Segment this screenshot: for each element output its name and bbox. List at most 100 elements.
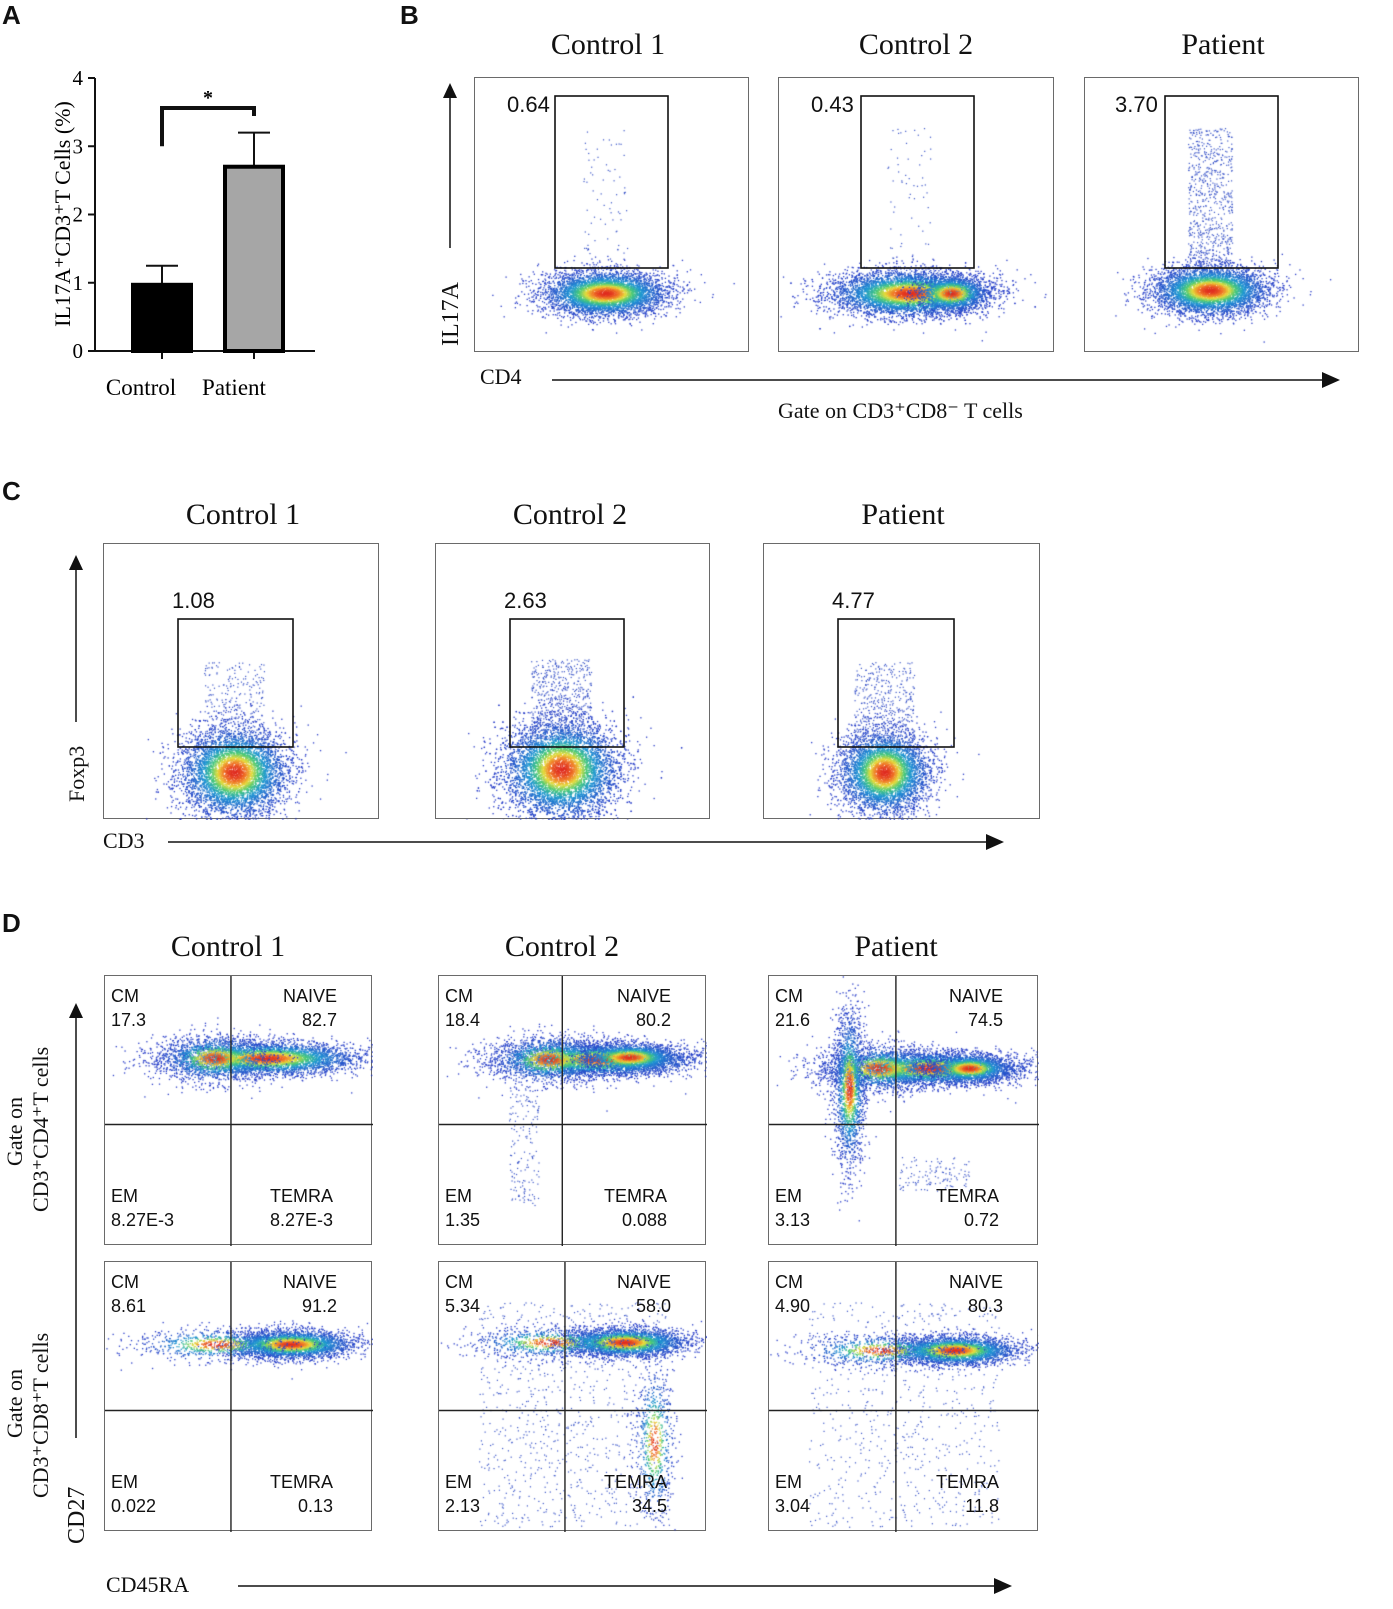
d-quadrant-naive-name: NAIVE	[282, 1272, 337, 1292]
d-quadrant-naive-value: 58.0	[635, 1296, 671, 1316]
d-quadrant-em-label: EM 3.13	[775, 1184, 810, 1232]
d-quadrant-naive-label: NAIVE 58.0	[617, 1270, 671, 1318]
d-quadrant-temra-label: TEMRA 0.088	[604, 1184, 667, 1232]
d-quadrant-cm-value: 5.34	[445, 1296, 481, 1316]
c-density-control-2	[436, 544, 711, 820]
d-quadrant-cm-value: 17.3	[111, 1010, 147, 1030]
d-quadrant-em-label: EM 2.13	[445, 1470, 480, 1518]
b-gate-value-control-1: 0.64	[507, 92, 550, 117]
d-quadrant-naive-name: NAIVE	[948, 986, 1003, 1006]
bar-y-tick-label: 2	[73, 203, 84, 227]
d-density-cd8-control-2	[439, 1262, 707, 1532]
panel-letter-a: A	[2, 0, 21, 30]
d-plot-cd8-control-2: CM 5.34 NAIVE 58.0 EM 2.13 TEMRA 34.5	[438, 1261, 707, 1532]
c-gate-value-control-1: 1.08	[172, 588, 215, 613]
d-plot-cd4-control-1: CM 17.3 NAIVE 82.7 EM 8.27E-3 TEMRA 8.27E-3	[104, 975, 373, 1246]
d-quadrant-em-name: EM	[775, 1186, 802, 1206]
b-gate-control-2	[860, 95, 975, 269]
d-quadrant-naive-value: 91.2	[301, 1296, 337, 1316]
d-quadrant-temra-value: 0.088	[621, 1210, 667, 1230]
d-quadrant-temra-name: TEMRA	[270, 1472, 333, 1492]
b-gate-control-1	[554, 95, 669, 269]
d-quadrant-temra-label: TEMRA 0.13	[270, 1470, 333, 1518]
b-gate-footer: Gate on CD3⁺CD8⁻ T cells	[778, 398, 1023, 423]
c-title-patient: Patient	[861, 498, 945, 531]
c-title-control-1: Control 1	[185, 498, 301, 531]
d-quadrant-cm-name: CM	[445, 986, 473, 1006]
d-quadrant-temra-label: TEMRA 0.72	[936, 1184, 999, 1232]
panel-letter-c: C	[2, 476, 21, 506]
d-quadrant-temra-label: TEMRA 34.5	[604, 1470, 667, 1518]
d-quadrant-temra-value: 34.5	[631, 1496, 667, 1516]
d-quadrant-em-name: EM	[111, 1186, 138, 1206]
b-gate-patient	[1164, 95, 1279, 269]
d-quadrant-em-value: 3.13	[775, 1210, 811, 1230]
c-density-control-1	[104, 544, 380, 820]
d-quadrant-naive-value: 74.5	[967, 1010, 1003, 1030]
b-plot-control-2: 0.43	[778, 77, 1055, 353]
d-quadrant-em-value: 2.13	[445, 1496, 481, 1516]
d-quadrant-temra-value: 0.13	[297, 1496, 333, 1516]
d-quadrant-em-label: EM 1.35	[445, 1184, 480, 1232]
d-quadrant-naive-label: NAIVE 91.2	[283, 1270, 337, 1318]
d-quadrant-naive-label: NAIVE 80.2	[617, 984, 671, 1032]
b-gate-value-control-2: 0.43	[811, 92, 854, 117]
d-row-label-cd4-line2: CD3⁺CD4⁺T cells	[28, 1046, 53, 1212]
d-title-control-2: Control 2	[504, 930, 620, 963]
bar-control	[131, 282, 193, 353]
d-quadrant-naive-name: NAIVE	[616, 1272, 671, 1292]
b-plot-patient: 3.70	[1084, 77, 1360, 353]
d-plot-cd8-control-1: CM 8.61 NAIVE 91.2 EM 0.022 TEMRA 0.13	[104, 1261, 373, 1532]
d-quadrant-em-name: EM	[445, 1472, 472, 1492]
d-density-cd4-control-1	[105, 976, 373, 1246]
significance-bracket	[160, 106, 256, 147]
b-title-patient: Patient	[1181, 28, 1265, 61]
b-y-axis-label: IL17A	[438, 282, 464, 346]
c-gate-control-2	[509, 618, 625, 748]
d-quadrant-naive-label: NAIVE 74.5	[949, 984, 1003, 1032]
d-y-arrow	[69, 1003, 83, 1438]
bar-y-tick-label: 1	[73, 271, 84, 295]
d-quadrant-temra-label: TEMRA 8.27E-3	[270, 1184, 333, 1232]
d-title-patient: Patient	[854, 930, 938, 963]
b-density-control-2	[779, 78, 1055, 353]
c-gate-value-control-2: 2.63	[504, 588, 547, 613]
d-quadrant-temra-value: 11.8	[965, 1496, 999, 1516]
d-quadrant-em-value: 8.27E-3	[111, 1210, 175, 1230]
d-quadrant-cm-label: CM 21.6	[775, 984, 810, 1032]
d-quadrant-naive-value: 80.3	[967, 1296, 1003, 1316]
d-row-label-cd8-line1: Gate on	[2, 1368, 27, 1438]
bar-x-label-control: Control	[106, 375, 176, 400]
bar-y-tick-label: 3	[73, 134, 84, 158]
b-density-control-1	[475, 78, 750, 353]
d-quadrant-naive-value: 80.2	[635, 1010, 671, 1030]
b-title-control-1: Control 1	[550, 28, 666, 61]
c-y-axis-label: Foxp3	[64, 745, 89, 802]
significance-star: *	[203, 87, 213, 109]
d-x-axis-label: CD45RA	[106, 1572, 190, 1597]
bar-marks: *	[131, 87, 285, 353]
d-quadrant-temra-name: TEMRA	[936, 1472, 999, 1492]
b-y-arrow	[443, 83, 457, 248]
c-x-axis-label: CD3	[103, 828, 145, 853]
bar-y-axis-label: IL17A⁺CD3⁺T Cells (%)	[50, 101, 75, 327]
bar-axes: 0 1 2 3 4 Control Patient	[73, 66, 315, 400]
bar-y-tick-label: 4	[73, 66, 84, 90]
d-quadrant-temra-name: TEMRA	[604, 1186, 667, 1206]
d-quadrant-naive-label: NAIVE 82.7	[283, 984, 337, 1032]
d-quadrant-naive-label: NAIVE 80.3	[949, 1270, 1003, 1318]
c-title-control-2: Control 2	[512, 498, 628, 531]
d-plot-cd8-patient: CM 4.90 NAIVE 80.3 EM 3.04 TEMRA 11.8	[768, 1261, 1039, 1532]
bar-chart-a: 0 1 2 3 4 Control Patient * IL17A⁺CD3⁺T Cells …	[50, 66, 315, 400]
d-quadrant-cm-value: 21.6	[775, 1010, 811, 1030]
d-y-axis-label: CD27	[64, 1486, 90, 1544]
d-density-cd8-control-1	[105, 1262, 373, 1532]
bar-patient	[223, 164, 285, 353]
d-quadrant-naive-name: NAIVE	[948, 1272, 1003, 1292]
c-x-arrow	[168, 834, 1004, 850]
c-gate-control-1	[177, 618, 294, 748]
d-quadrant-temra-name: TEMRA	[604, 1472, 667, 1492]
d-quadrant-temra-label: TEMRA 11.8	[936, 1470, 999, 1518]
d-quadrant-cm-name: CM	[111, 986, 139, 1006]
d-density-cd4-control-2	[439, 976, 707, 1246]
